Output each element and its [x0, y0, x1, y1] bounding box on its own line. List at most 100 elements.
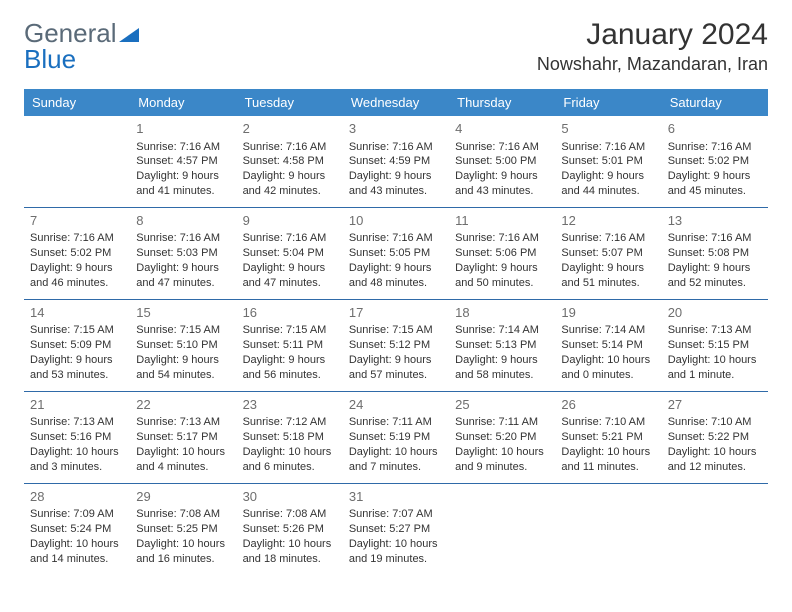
sunrise-text: Sunrise: 7:16 AM: [243, 231, 337, 246]
day-cell: 16Sunrise: 7:15 AMSunset: 5:11 PMDayligh…: [237, 299, 343, 391]
daylight-text: and 41 minutes.: [136, 184, 230, 199]
sunset-text: Sunset: 5:04 PM: [243, 246, 337, 261]
sunrise-text: Sunrise: 7:16 AM: [455, 140, 549, 155]
sunset-text: Sunset: 5:15 PM: [668, 338, 762, 353]
daylight-text: and 16 minutes.: [136, 552, 230, 567]
day-number: 8: [136, 212, 230, 230]
day-number: 13: [668, 212, 762, 230]
sunset-text: Sunset: 4:59 PM: [349, 154, 443, 169]
weekday-header-row: Sunday Monday Tuesday Wednesday Thursday…: [24, 89, 768, 116]
sunset-text: Sunset: 5:03 PM: [136, 246, 230, 261]
day-number: 20: [668, 304, 762, 322]
day-cell: 14Sunrise: 7:15 AMSunset: 5:09 PMDayligh…: [24, 299, 130, 391]
daylight-text: Daylight: 10 hours: [243, 537, 337, 552]
daylight-text: and 43 minutes.: [455, 184, 549, 199]
week-row: 14Sunrise: 7:15 AMSunset: 5:09 PMDayligh…: [24, 299, 768, 391]
sunset-text: Sunset: 5:06 PM: [455, 246, 549, 261]
day-cell: 27Sunrise: 7:10 AMSunset: 5:22 PMDayligh…: [662, 391, 768, 483]
day-number: 3: [349, 120, 443, 138]
sunset-text: Sunset: 5:16 PM: [30, 430, 124, 445]
title-block: January 2024 Nowshahr, Mazandaran, Iran: [537, 18, 768, 75]
day-number: 1: [136, 120, 230, 138]
daylight-text: and 0 minutes.: [561, 368, 655, 383]
day-number: 29: [136, 488, 230, 506]
sunrise-text: Sunrise: 7:15 AM: [30, 323, 124, 338]
day-cell: 24Sunrise: 7:11 AMSunset: 5:19 PMDayligh…: [343, 391, 449, 483]
sunrise-text: Sunrise: 7:16 AM: [668, 140, 762, 155]
day-number: 25: [455, 396, 549, 414]
col-saturday: Saturday: [662, 89, 768, 116]
day-number: 12: [561, 212, 655, 230]
daylight-text: Daylight: 9 hours: [30, 261, 124, 276]
daylight-text: Daylight: 9 hours: [561, 261, 655, 276]
daylight-text: and 56 minutes.: [243, 368, 337, 383]
sunrise-text: Sunrise: 7:16 AM: [349, 140, 443, 155]
week-row: 21Sunrise: 7:13 AMSunset: 5:16 PMDayligh…: [24, 391, 768, 483]
sunset-text: Sunset: 5:20 PM: [455, 430, 549, 445]
calendar-body: 1 Sunrise: 7:16 AM Sunset: 4:57 PM Daylight…: [24, 116, 768, 575]
week-row: 28Sunrise: 7:09 AMSunset: 5:24 PMDayligh…: [24, 483, 768, 574]
sunset-text: Sunset: 5:01 PM: [561, 154, 655, 169]
day-cell: 6Sunrise: 7:16 AMSunset: 5:02 PMDaylight…: [662, 116, 768, 207]
day-cell: 25Sunrise: 7:11 AMSunset: 5:20 PMDayligh…: [449, 391, 555, 483]
day-number: 19: [561, 304, 655, 322]
sunset-text: Sunset: 5:07 PM: [561, 246, 655, 261]
day-number: 22: [136, 396, 230, 414]
sunset-text: Sunset: 5:18 PM: [243, 430, 337, 445]
daylight-text: and 53 minutes.: [30, 368, 124, 383]
daylight-text: Daylight: 9 hours: [243, 353, 337, 368]
col-friday: Friday: [555, 89, 661, 116]
daylight-text: Daylight: 10 hours: [136, 537, 230, 552]
day-number: 23: [243, 396, 337, 414]
sunset-text: Sunset: 5:12 PM: [349, 338, 443, 353]
daylight-text: Daylight: 9 hours: [455, 261, 549, 276]
daylight-text: Daylight: 9 hours: [455, 169, 549, 184]
sunrise-text: Sunrise: 7:16 AM: [455, 231, 549, 246]
day-cell: 10Sunrise: 7:16 AMSunset: 5:05 PMDayligh…: [343, 207, 449, 299]
page-title: January 2024: [537, 18, 768, 52]
day-number: 16: [243, 304, 337, 322]
sunrise-text: Sunrise: 7:16 AM: [243, 140, 337, 155]
day-cell: 13Sunrise: 7:16 AMSunset: 5:08 PMDayligh…: [662, 207, 768, 299]
daylight-text: Daylight: 9 hours: [349, 169, 443, 184]
daylight-text: Daylight: 9 hours: [136, 261, 230, 276]
daylight-text: Daylight: 10 hours: [349, 445, 443, 460]
day-cell: 3 Sunrise: 7:16 AMSunset: 4:59 PMDaylight…: [343, 116, 449, 207]
day-cell: 1Sunrise: 7:16 AMSunset: 4:57 PMDaylight…: [130, 116, 236, 207]
day-number: 5: [561, 120, 655, 138]
daylight-text: Daylight: 10 hours: [30, 445, 124, 460]
sunrise-text: Sunrise: 7:08 AM: [136, 507, 230, 522]
day-number: 11: [455, 212, 549, 230]
week-row: 1 Sunrise: 7:16 AM Sunset: 4:57 PM Daylight…: [24, 116, 768, 207]
daylight-text: and 46 minutes.: [30, 276, 124, 291]
sunset-text: Sunset: 4:57 PM: [136, 154, 230, 169]
daylight-text: Daylight: 9 hours: [668, 169, 762, 184]
daylight-text: and 48 minutes.: [349, 276, 443, 291]
day-cell: 29Sunrise: 7:08 AMSunset: 5:25 PMDayligh…: [130, 483, 236, 574]
daylight-text: Daylight: 9 hours: [30, 353, 124, 368]
daylight-text: and 51 minutes.: [561, 276, 655, 291]
sunrise-text: Sunrise: 7:10 AM: [561, 415, 655, 430]
location-text: Nowshahr, Mazandaran, Iran: [537, 54, 768, 75]
sunrise-text: Sunrise: 7:15 AM: [243, 323, 337, 338]
daylight-text: Daylight: 10 hours: [668, 353, 762, 368]
daylight-text: and 6 minutes.: [243, 460, 337, 475]
day-number: 26: [561, 396, 655, 414]
daylight-text: and 9 minutes.: [455, 460, 549, 475]
sunset-text: Sunset: 5:24 PM: [30, 522, 124, 537]
daylight-text: Daylight: 10 hours: [136, 445, 230, 460]
daylight-text: and 47 minutes.: [136, 276, 230, 291]
calendar-table: Sunday Monday Tuesday Wednesday Thursday…: [24, 89, 768, 575]
daylight-text: Daylight: 10 hours: [30, 537, 124, 552]
day-number: 2: [243, 120, 337, 138]
day-number: 4: [455, 120, 549, 138]
sunrise-text: Sunrise: 7:11 AM: [349, 415, 443, 430]
daylight-text: Daylight: 9 hours: [136, 353, 230, 368]
sunrise-text: Sunrise: 7:14 AM: [455, 323, 549, 338]
sunrise-text: Sunrise: 7:13 AM: [668, 323, 762, 338]
sunset-text: Sunset: 5:25 PM: [136, 522, 230, 537]
day-number: 21: [30, 396, 124, 414]
sunrise-text: Sunrise: 7:15 AM: [349, 323, 443, 338]
day-number: 15: [136, 304, 230, 322]
sunrise-text: Sunrise: 7:16 AM: [668, 231, 762, 246]
